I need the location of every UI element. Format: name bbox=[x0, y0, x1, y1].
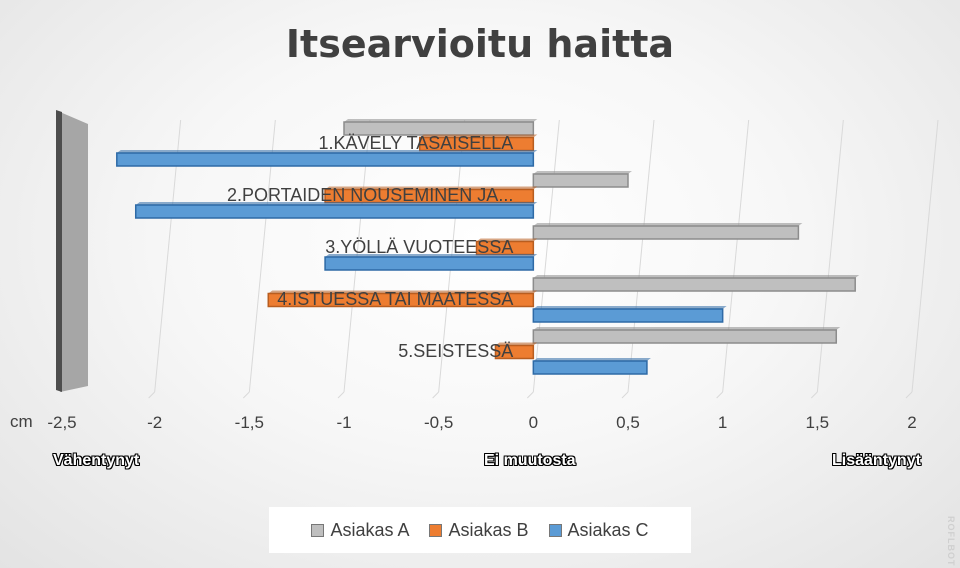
gridline-foot bbox=[905, 391, 913, 399]
legend-swatch-b bbox=[429, 523, 443, 537]
unit-label: cm bbox=[10, 412, 33, 431]
category-label: 5.SEISTESSÄ bbox=[398, 341, 513, 361]
category-label: 4.ISTUESSA TAI MAATESSA bbox=[277, 289, 513, 309]
legend-label-a: Asiakas A bbox=[330, 519, 410, 540]
gridline-foot bbox=[432, 391, 440, 399]
tick-label: -0,5 bbox=[424, 413, 453, 432]
region-label-increased: Lisääntynyt bbox=[832, 452, 921, 469]
bar bbox=[532, 308, 724, 323]
category-label: 3.YÖLLÄ VUOTEESSA bbox=[325, 237, 513, 257]
gridline bbox=[816, 119, 844, 393]
bar bbox=[494, 344, 535, 360]
bar bbox=[267, 292, 535, 308]
tick-label: 2 bbox=[907, 413, 916, 432]
region-label-decreased: Vähentynyt bbox=[53, 452, 140, 469]
axis-wall-side bbox=[60, 112, 88, 392]
category-label: 1.KÄVELY TASAISELLA bbox=[319, 133, 514, 153]
tick-label: -2,5 bbox=[47, 413, 76, 432]
tick-label: 0 bbox=[529, 413, 538, 432]
bar bbox=[532, 225, 800, 240]
gridline-foot bbox=[526, 391, 534, 399]
gridline-foot bbox=[621, 391, 629, 399]
legend-swatch-a bbox=[311, 523, 325, 537]
tick-label: 0,5 bbox=[616, 413, 640, 432]
gridline-foot bbox=[148, 391, 156, 399]
bar bbox=[532, 329, 838, 344]
category-labels: 1.KÄVELY TASAISELLA 2.PORTAIDEN NOUSEMINE… bbox=[227, 133, 513, 361]
bar bbox=[532, 173, 629, 188]
legend-item-b: Asiakas B bbox=[429, 519, 529, 541]
watermark: ROFLBOT bbox=[946, 516, 956, 567]
gridline-foot bbox=[716, 391, 724, 399]
bar bbox=[134, 204, 535, 219]
bars-layer bbox=[116, 119, 860, 375]
legend-label-c: Asiakas C bbox=[567, 519, 649, 540]
chart-title: Itsearvioitu haitta bbox=[285, 22, 675, 66]
gridline bbox=[532, 119, 560, 393]
legend-item-c: Asiakas C bbox=[548, 519, 649, 541]
tick-label: -1,5 bbox=[235, 413, 264, 432]
gridline bbox=[627, 119, 655, 393]
bar bbox=[532, 277, 856, 292]
tick-label: -1 bbox=[336, 413, 351, 432]
tick-label: 1 bbox=[718, 413, 727, 432]
bar bbox=[532, 360, 648, 375]
legend-item-a: Asiakas A bbox=[311, 520, 409, 541]
bar bbox=[116, 152, 535, 167]
bar bbox=[324, 256, 535, 271]
gridline bbox=[722, 119, 750, 393]
tick-labels: -2,5 -2 -1,5 -1 -0,5 0 0,5 1 1,5 2 bbox=[47, 413, 916, 432]
gridline-foot bbox=[337, 391, 345, 399]
axis-wall-edge bbox=[56, 110, 62, 392]
category-label: 2.PORTAIDEN NOUSEMINEN JA... bbox=[227, 185, 513, 205]
gridline bbox=[911, 119, 939, 393]
axis-wall bbox=[56, 110, 88, 392]
tick-label: 1,5 bbox=[806, 413, 830, 432]
legend-swatch-c bbox=[548, 523, 562, 537]
region-label-no-change: Ei muutosta bbox=[484, 452, 576, 469]
gridline-foot bbox=[810, 391, 818, 399]
tick-label: -2 bbox=[147, 413, 162, 432]
gridline-foot bbox=[242, 391, 250, 399]
legend-label-b: Asiakas B bbox=[448, 519, 529, 540]
legend: Asiakas A Asiakas B Asiakas C bbox=[269, 507, 691, 553]
